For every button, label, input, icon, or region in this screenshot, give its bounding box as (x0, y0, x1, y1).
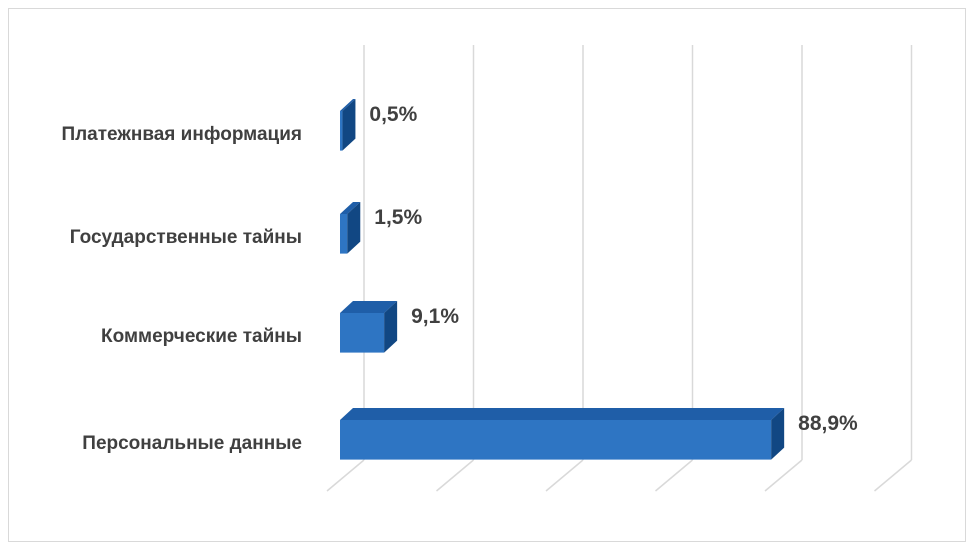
floor-line-4 (764, 459, 803, 492)
category-labels: Платежнвая информация Государственные тай… (61, 124, 302, 454)
bar-3 (340, 408, 785, 460)
bar-front-2 (340, 313, 385, 353)
bar-side-3 (771, 408, 785, 460)
floor-line-5 (874, 459, 912, 492)
category-label-2: Коммерческие тайны (101, 326, 302, 347)
category-label-0: Платежнвая информация (61, 124, 302, 145)
bar-front-0 (340, 111, 343, 151)
bar-2 (340, 301, 398, 353)
bar-side-0 (342, 99, 356, 151)
bar-top-1 (340, 202, 361, 214)
value-label-2: 9,1% (411, 305, 459, 328)
value-labels: 0,5% 1,5% 9,1% 88,9% (369, 103, 858, 435)
bar-front-1 (340, 214, 348, 254)
value-label-1: 1,5% (374, 206, 422, 229)
gridlines (326, 45, 913, 492)
floor-line-3 (655, 459, 693, 492)
bar-side-1 (347, 202, 361, 254)
floor-line-0 (326, 459, 365, 492)
bar-side-2 (384, 301, 398, 353)
floor-line-1 (436, 459, 474, 492)
bar-0 (340, 99, 356, 151)
bar-top-0 (340, 99, 356, 111)
bar-front-3 (340, 420, 772, 460)
value-label-3: 88,9% (798, 412, 858, 435)
bar-1 (340, 202, 361, 254)
category-label-1: Государственные тайны (70, 227, 302, 248)
bar-top-2 (340, 301, 398, 313)
bar-top-3 (340, 408, 785, 420)
value-label-0: 0,5% (369, 103, 417, 126)
bars (340, 99, 785, 460)
floor-line-2 (545, 459, 584, 492)
category-label-3: Персональные данные (82, 433, 302, 454)
